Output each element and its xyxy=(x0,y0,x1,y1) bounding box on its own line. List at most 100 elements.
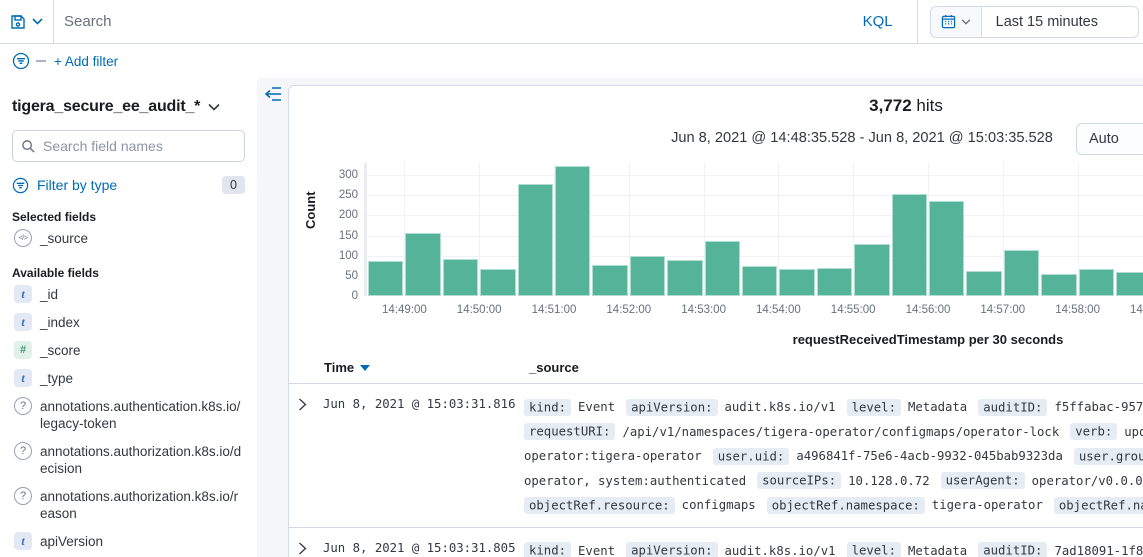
field-item-apiVersion[interactable]: t apiVersion xyxy=(12,527,245,555)
source-field-value: 10.128.0.72 xyxy=(848,473,930,488)
field-item-_source[interactable]: </> _source xyxy=(12,224,245,252)
source-field-value: operator/v0.0.0 (linu xyxy=(1031,473,1143,488)
x-tick-label: 14:52:00 xyxy=(606,304,652,316)
source-field-key: objectRef.namespace: xyxy=(766,496,925,514)
source-field-value: f5ffabac-9573-4918-a xyxy=(1054,400,1143,414)
time-range-text: Jun 8, 2021 @ 14:48:35.528 - Jun 8, 2021… xyxy=(671,130,1053,146)
source-field-key: kind: xyxy=(524,398,572,416)
saved-query-button[interactable] xyxy=(0,0,54,43)
field-type-unknown-icon: ? xyxy=(14,487,32,505)
selected-fields-list: </> _source xyxy=(12,224,245,252)
index-pattern-selector[interactable]: tigera_secure_ee_audit_* xyxy=(12,98,245,116)
gridline xyxy=(628,163,630,296)
filter-bar: + Add filter xyxy=(0,44,1143,78)
field-search-input[interactable] xyxy=(43,138,236,154)
source-field-value: Event xyxy=(578,543,616,557)
field-item-annotations.authorization.k8s.io/reason[interactable]: ? annotations.authorization.k8s.io/reason xyxy=(12,482,245,527)
gridline xyxy=(404,163,406,296)
x-tick-label: 14:57:00 xyxy=(980,304,1026,316)
x-tick-label: 14:54:00 xyxy=(756,304,801,316)
histogram-bar xyxy=(1078,269,1114,296)
field-type-string-icon: t xyxy=(14,532,32,550)
field-name: _id xyxy=(40,287,59,302)
x-tick-label: 14:53:00 xyxy=(681,304,726,316)
gridline xyxy=(1077,163,1079,296)
save-icon xyxy=(10,14,26,30)
source-field-key: objectRef.name: xyxy=(1053,496,1143,514)
field-type-number-icon: # xyxy=(14,341,32,359)
row-source: kind: Event apiVersion: audit.k8s.io/v1 leve… xyxy=(524,395,1143,518)
collapse-sidebar-icon[interactable] xyxy=(265,87,282,101)
field-type-unknown-icon: ? xyxy=(14,397,32,415)
source-field-value: Metadata xyxy=(907,543,968,557)
filter-by-type[interactable]: Filter by type 0 xyxy=(12,174,245,196)
histogram-bar xyxy=(555,166,591,296)
field-item-_id[interactable]: t _id xyxy=(12,280,245,308)
histogram-bar xyxy=(779,268,815,296)
search-icon xyxy=(21,139,36,154)
chevron-down-icon xyxy=(208,103,220,111)
source-field-value: 7ad18091-1f89-4a97- xyxy=(1054,543,1143,557)
field-name: annotations.authorization.k8s.io/decisio… xyxy=(40,444,242,476)
histogram-bar xyxy=(517,184,553,296)
histogram-bar xyxy=(816,267,853,296)
interval-select[interactable]: Auto xyxy=(1076,123,1143,155)
source-field-value: tigera-operator xyxy=(931,498,1043,512)
source-field-value: operator, system:authenticated xyxy=(524,473,747,488)
y-tick-label: 300 xyxy=(338,169,358,182)
gridline xyxy=(367,235,1143,237)
divider xyxy=(916,0,918,44)
time-range-button[interactable]: Last 15 minutes xyxy=(995,13,1098,30)
field-name: apiVersion xyxy=(40,534,104,549)
source-field-key: userAgent: xyxy=(940,472,1025,489)
source-line: operator, system:authenticated sourceIPs:… xyxy=(524,469,1143,494)
row-source: kind: Event apiVersion: audit.k8s.io/v1 leve… xyxy=(524,539,1143,557)
x-tick-label: 14:56:00 xyxy=(905,304,951,316)
kql-toggle[interactable]: KQL xyxy=(862,13,893,30)
hits-label: hits xyxy=(916,96,943,115)
hits-number: 3,772 xyxy=(869,96,912,115)
time-column-header[interactable]: Time xyxy=(324,360,371,375)
chevron-down-icon xyxy=(32,18,43,25)
field-item-_index[interactable]: t _index xyxy=(12,308,245,336)
source-field-value: audit.k8s.io/v1 xyxy=(724,400,836,414)
source-line: kind: Event apiVersion: audit.k8s.io/v1 leve… xyxy=(524,395,1143,420)
gridline xyxy=(367,195,1143,197)
gridline xyxy=(928,163,929,296)
quick-select-button[interactable] xyxy=(930,6,982,37)
field-search-box[interactable] xyxy=(12,130,245,162)
source-field-key: sourceIPs: xyxy=(757,472,842,489)
x-tick-label: 14:59:00 xyxy=(1130,304,1143,316)
histogram-chart[interactable]: 0 50 100 150 200 250 300 14:49:00 14:50:00 14:51:… xyxy=(339,163,1143,316)
source-column-header: _source xyxy=(529,360,579,375)
source-field-key: kind: xyxy=(524,542,572,557)
source-field-value: a496841f-75e6-4acb-9932-045bab9323da xyxy=(796,449,1063,463)
field-item-_type[interactable]: t _type xyxy=(12,364,245,392)
source-field-value: Event xyxy=(578,400,616,414)
field-type-source-icon: </> xyxy=(14,229,32,247)
index-pattern-title: tigera_secure_ee_audit_* xyxy=(12,98,201,115)
date-picker: Last 15 minutes xyxy=(929,5,1139,38)
source-field-key: level: xyxy=(846,398,901,416)
x-tick-label: 14:49:00 xyxy=(382,304,427,316)
gridline xyxy=(367,255,1143,257)
source-field-value: configmaps xyxy=(681,498,756,512)
search-input[interactable] xyxy=(64,13,839,30)
search-bar[interactable] xyxy=(54,0,839,43)
source-field-key: requestURI: xyxy=(524,423,616,440)
expand-row-icon[interactable] xyxy=(298,398,307,411)
source-field-key: level: xyxy=(846,542,901,557)
field-item-annotations.authentication.k8s.io/legacy-token[interactable]: ? annotations.authentication.k8s.io/legac… xyxy=(12,392,245,437)
gridline xyxy=(1002,163,1004,296)
field-item-_score[interactable]: # _score xyxy=(12,336,245,364)
field-item-annotations.authorization.k8s.io/decision[interactable]: ? annotations.authorization.k8s.io/decisi… xyxy=(12,437,245,482)
fields-sidebar: tigera_secure_ee_audit_* Filter by type … xyxy=(0,78,257,557)
source-field-key: apiVersion: xyxy=(626,398,718,416)
filter-icon[interactable] xyxy=(12,52,30,70)
gridline xyxy=(703,163,705,296)
add-filter-button[interactable]: + Add filter xyxy=(54,53,119,69)
histogram-bar xyxy=(929,200,965,296)
expand-row-icon[interactable] xyxy=(298,542,307,555)
source-field-key: verb: xyxy=(1070,423,1118,440)
chart-subheader: Jun 8, 2021 @ 14:48:35.528 - Jun 8, 2021… xyxy=(289,123,1143,155)
